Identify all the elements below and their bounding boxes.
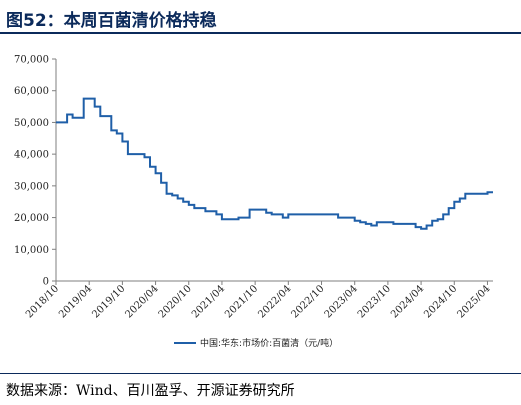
x-tick-label: 2023/10	[356, 283, 393, 320]
x-tick-label: 2024/10	[422, 283, 459, 320]
x-tick-label: 2022/04	[256, 283, 293, 320]
x-tick-label: 2019/04	[57, 283, 94, 320]
legend-label: 中国:华东:市场价:百菌清（元/吨）	[200, 337, 338, 349]
x-tick-label: 2021/04	[190, 283, 227, 320]
x-tick-label: 2019/10	[90, 283, 127, 320]
source-divider	[0, 373, 521, 374]
x-tick-label: 2018/10	[24, 283, 61, 320]
figure-title: 图52：本周百菌清价格持稳	[6, 11, 217, 31]
price-series-line	[56, 97, 493, 230]
title-divider	[0, 32, 521, 34]
y-tick-label: 70,000	[14, 55, 49, 66]
y-tick-label: 40,000	[14, 150, 49, 161]
x-tick-label: 2024/04	[389, 283, 426, 320]
data-source-note: 数据来源：Wind、百川盈孚、开源证券研究所	[6, 383, 295, 399]
y-tick-label: 10,000	[14, 245, 49, 256]
x-tick-label: 2020/04	[124, 283, 161, 320]
legend: 中国:华东:市场价:百菌清（元/吨）	[174, 337, 338, 349]
x-tick-label: 2023/04	[323, 283, 360, 320]
x-tick-label: 2021/10	[223, 283, 260, 320]
y-tick-label: 20,000	[14, 213, 49, 224]
x-tick-label: 2020/10	[157, 283, 194, 320]
y-tick-label: 60,000	[14, 86, 49, 97]
x-axis: 2018/102019/042019/102020/042020/102021/…	[24, 280, 493, 320]
x-tick-label: 2022/10	[289, 283, 326, 320]
y-tick-label: 0	[43, 277, 49, 288]
y-axis: 0 10,000 20,000 30,000 40,000 50,000 60,000 70,…	[14, 55, 57, 288]
y-tick-label: 30,000	[14, 181, 49, 192]
series-layer	[56, 97, 493, 230]
y-tick-label: 50,000	[14, 118, 49, 129]
x-tick-label: 2025/04	[455, 283, 492, 320]
price-line-chart: 0 10,000 20,000 30,000 40,000 50,000 60,000 70,…	[14, 55, 493, 349]
